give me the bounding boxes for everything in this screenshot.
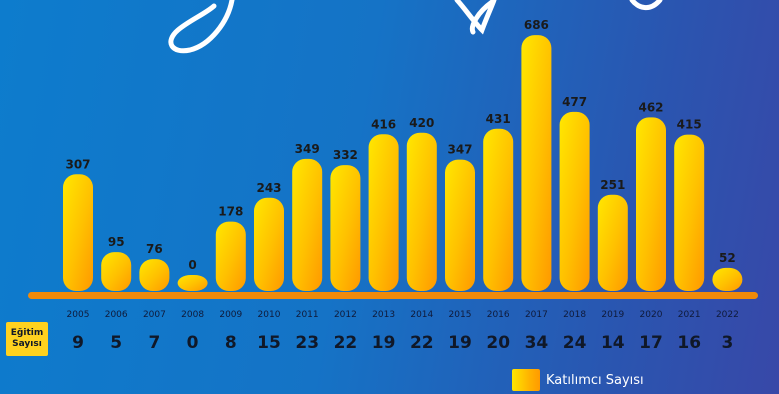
year-label-2020: 2020 — [640, 310, 663, 320]
value-label-2017: 686 — [524, 18, 549, 32]
value-label-2019: 251 — [600, 178, 625, 192]
value-label-2013: 416 — [371, 117, 396, 131]
year-label-2017: 2017 — [525, 310, 548, 320]
bar-2011 — [292, 158, 323, 291]
year-label-2008: 2008 — [181, 310, 204, 320]
egitim-count-2006: 5 — [110, 333, 122, 353]
legend-label: Katılımcı Sayısı — [546, 372, 644, 388]
bar-2007 — [139, 259, 170, 291]
value-label-2021: 415 — [677, 118, 702, 132]
egitim-sayisi-label-line2: Sayısı — [12, 339, 42, 349]
baseline-axis — [28, 292, 758, 299]
year-label-2007: 2007 — [143, 310, 166, 320]
value-label-2014: 420 — [409, 116, 434, 130]
bar-2020 — [636, 117, 666, 292]
egitim-count-2011: 23 — [295, 333, 319, 353]
year-label-2005: 2005 — [67, 310, 90, 320]
bar-2014 — [406, 132, 437, 291]
value-label-2022: 52 — [719, 251, 736, 265]
egitim-count-2008: 0 — [187, 333, 199, 353]
year-label-2021: 2021 — [678, 310, 701, 320]
egitim-sayisi-badge: Eğitim Sayısı — [6, 322, 48, 356]
egitim-sayisi-label-line1: Eğitim — [10, 328, 44, 338]
egitim-count-2020: 17 — [639, 333, 663, 353]
value-label-2020: 462 — [638, 100, 663, 114]
year-label-2013: 2013 — [372, 310, 395, 320]
legend: Katılımcı Sayısı — [512, 369, 644, 391]
year-label-2011: 2011 — [296, 310, 319, 320]
egitim-count-2019: 14 — [601, 333, 625, 353]
egitim-count-2018: 24 — [563, 333, 587, 353]
egitim-count-2012: 22 — [334, 333, 358, 353]
value-label-2006: 95 — [108, 235, 125, 249]
bar-2013 — [368, 134, 399, 291]
bar-2010 — [254, 197, 284, 291]
egitim-count-2013: 19 — [372, 333, 396, 353]
value-label-2011: 349 — [295, 142, 320, 156]
bar-2019 — [597, 194, 628, 291]
value-label-2007: 76 — [146, 242, 163, 256]
decorative-script-lettering — [168, 0, 663, 54]
egitim-count-2009: 8 — [225, 333, 237, 353]
bar-2016 — [483, 128, 514, 291]
bar-2017 — [521, 35, 552, 291]
value-label-2005: 307 — [65, 157, 90, 171]
egitim-count-2005: 9 — [72, 333, 84, 353]
egitim-count-2016: 20 — [486, 333, 510, 353]
value-label-2016: 431 — [486, 112, 511, 126]
year-label-2009: 2009 — [219, 310, 242, 320]
year-label-2022: 2022 — [716, 310, 739, 320]
value-label-2018: 477 — [562, 95, 587, 109]
value-label-2008: 0 — [188, 258, 196, 272]
year-label-2012: 2012 — [334, 310, 357, 320]
year-label-2006: 2006 — [105, 310, 128, 320]
value-label-2012: 332 — [333, 148, 358, 162]
year-label-2016: 2016 — [487, 310, 510, 320]
legend-swatch — [512, 369, 540, 391]
year-label-2015: 2015 — [449, 310, 472, 320]
year-label-2014: 2014 — [410, 310, 433, 320]
bar-2015 — [445, 159, 475, 291]
bar-2012 — [330, 165, 361, 291]
value-label-2010: 243 — [256, 181, 281, 195]
egitim-count-2007: 7 — [148, 333, 160, 353]
bar-2022 — [712, 267, 743, 291]
value-label-2015: 347 — [447, 143, 472, 157]
bar-2009 — [215, 221, 246, 291]
bar-2018 — [559, 111, 590, 292]
bar-2021 — [674, 134, 705, 291]
bar-2006 — [101, 252, 132, 291]
egitim-count-2014: 22 — [410, 333, 434, 353]
egitim-count-2017: 34 — [525, 333, 549, 353]
egitim-count-2010: 15 — [257, 333, 281, 353]
value-label-2009: 178 — [218, 205, 243, 219]
egitim-count-2015: 19 — [448, 333, 472, 353]
bar-2005 — [63, 174, 93, 291]
egitim-count-2021: 16 — [677, 333, 701, 353]
year-label-2018: 2018 — [563, 310, 586, 320]
year-label-2019: 2019 — [601, 310, 624, 320]
year-label-2010: 2010 — [258, 310, 281, 320]
egitim-count-2022: 3 — [721, 333, 733, 353]
bar-2008 — [177, 275, 208, 291]
